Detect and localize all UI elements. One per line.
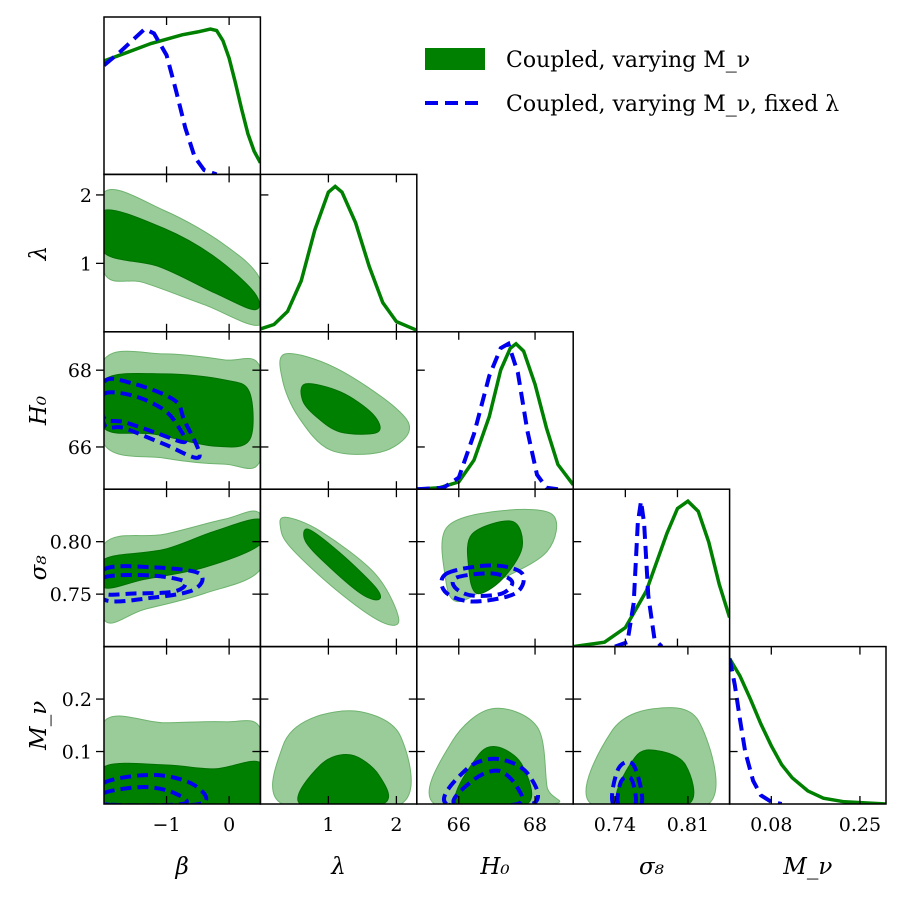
contour-68-beta-Mnu (104, 760, 261, 804)
panel-frame-lambda (259, 173, 418, 333)
contour-68-sigma8-Mnu (615, 749, 695, 804)
y-axis-label-lambda: λ (26, 246, 52, 262)
legend: Coupled, varying M_ν Coupled, varying M_… (425, 48, 839, 117)
contour-68-beta-H0 (104, 372, 254, 448)
x-tick-label-beta-1: 0 (223, 814, 235, 836)
contour-fixed-lambda-95-beta-Mnu (104, 772, 209, 804)
x-tick-label-H0-1: 68 (523, 814, 547, 836)
marginal-sigma8-coupled (573, 498, 730, 647)
y-tick-label-sigma8-0: 0.75 (50, 584, 92, 606)
legend-label-dashed: Coupled, varying M_ν, fixed λ (506, 92, 839, 117)
x-tick-label-lambda-1: 2 (390, 814, 402, 836)
panel-frame-Mnu (728, 645, 887, 805)
contour-68-lambda-sigma8 (303, 528, 382, 601)
panels-layer (96, 16, 887, 805)
panel-frame-sigma8 (572, 488, 731, 648)
contour-fixed-lambda-95-beta-H0 (104, 376, 202, 460)
marginal-lambda-coupled (260, 184, 417, 332)
x-tick-label-Mnu-1: 0.25 (839, 814, 881, 836)
y-tick-label-Mnu-0: 0.1 (62, 742, 92, 764)
marginal-sigma8-fixed-lambda (614, 500, 664, 647)
x-axis-label-Mnu: M_ν (782, 854, 832, 880)
x-tick-label-sigma8-0: 0.74 (594, 814, 636, 836)
contour-fixed-lambda-68-H0-Mnu (451, 768, 525, 804)
y-tick-label-sigma8-1: 0.80 (50, 532, 92, 554)
contour-fixed-lambda-95-sigma8-Mnu (610, 759, 645, 804)
x-tick-label-Mnu-0: 0.08 (750, 814, 792, 836)
y-axis-label-H0: H₀ (26, 396, 52, 426)
panel-frame-H0 (416, 331, 574, 490)
contour-fixed-lambda-95-H0-Mnu (442, 756, 540, 804)
y-axis-label-Mnu: M_ν (26, 701, 52, 751)
contour-fixed-lambda-95-H0-sigma8 (439, 563, 526, 604)
legend-swatch-filled (425, 48, 485, 70)
marginal-beta-fixed-lambda (104, 26, 218, 175)
y-tick-label-lambda-0: 1 (80, 253, 92, 275)
contour-fixed-lambda-68-beta-Mnu (104, 784, 189, 804)
y-tick-label-H0-0: 66 (68, 437, 92, 459)
x-axis-label-lambda: λ (330, 854, 346, 880)
x-tick-label-H0-0: 66 (447, 814, 471, 836)
marginal-Mnu-fixed-lambda (729, 658, 783, 804)
marginal-H0-fixed-lambda (416, 340, 559, 490)
y-tick-label-Mnu-1: 0.2 (62, 689, 92, 711)
y-tick-label-H0-1: 68 (68, 360, 92, 382)
x-tick-label-lambda-0: 1 (322, 814, 334, 836)
contour-68-lambda-Mnu (297, 754, 390, 804)
x-axis-label-H0: H₀ (479, 854, 509, 880)
contour-fixed-lambda-68-H0-sigma8 (450, 571, 515, 598)
y-axis-label-sigma8: σ₈ (26, 555, 52, 581)
legend-label-filled: Coupled, varying M_ν (506, 48, 750, 73)
contour-68-beta-lambda (104, 209, 260, 311)
contour-68-beta-sigma8 (104, 518, 261, 589)
x-tick-label-sigma8-1: 0.81 (667, 814, 709, 836)
contour-fixed-lambda-68-sigma8-Mnu (615, 774, 638, 804)
y-tick-label-lambda-1: 2 (80, 185, 92, 207)
x-tick-label-beta-0: −1 (153, 814, 181, 836)
x-axis-label-sigma8: σ₈ (639, 854, 665, 880)
x-axis-label-beta: β (175, 854, 189, 880)
marginal-beta-coupled (104, 27, 261, 164)
contour-68-lambda-H0 (300, 383, 381, 435)
contour-fixed-lambda-68-beta-H0 (104, 390, 188, 445)
marginal-Mnu-coupled (729, 657, 886, 804)
